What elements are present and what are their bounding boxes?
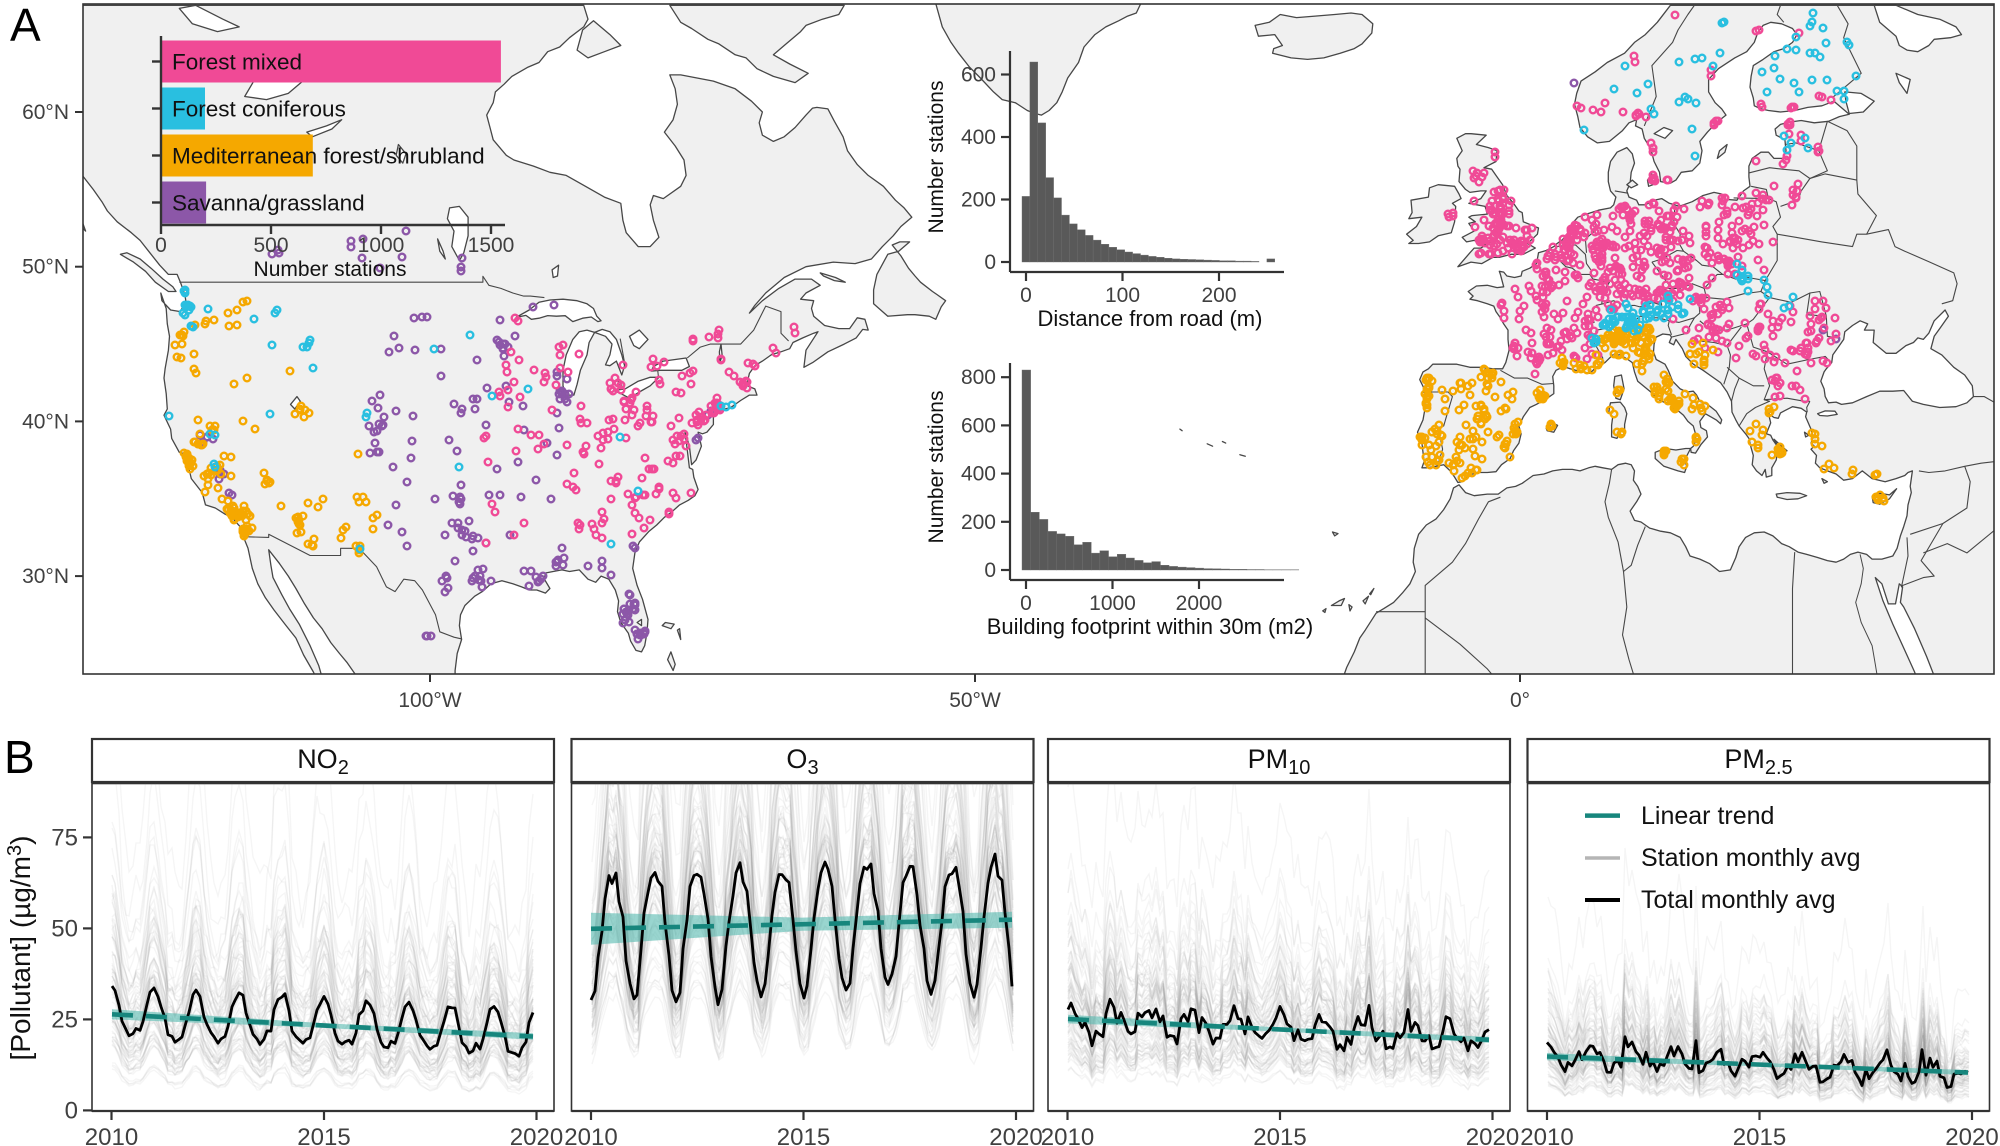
svg-text:2015: 2015 bbox=[777, 1124, 830, 1146]
svg-text:200: 200 bbox=[961, 189, 996, 212]
svg-text:0: 0 bbox=[1020, 284, 1032, 307]
svg-text:2020: 2020 bbox=[1466, 1124, 1519, 1146]
svg-text:Mediterranean forest/shrubland: Mediterranean forest/shrubland bbox=[172, 144, 485, 169]
svg-text:40°N: 40°N bbox=[22, 410, 69, 433]
svg-text:600: 600 bbox=[961, 414, 996, 437]
svg-text:2020: 2020 bbox=[989, 1124, 1042, 1146]
svg-text:50: 50 bbox=[51, 915, 78, 942]
svg-text:75: 75 bbox=[51, 824, 78, 851]
svg-text:30°N: 30°N bbox=[22, 565, 69, 588]
svg-text:0: 0 bbox=[984, 559, 996, 582]
svg-text:2015: 2015 bbox=[297, 1124, 350, 1146]
svg-text:Linear trend: Linear trend bbox=[1641, 802, 1774, 830]
svg-text:2010: 2010 bbox=[564, 1124, 617, 1146]
svg-text:2020: 2020 bbox=[510, 1124, 563, 1146]
svg-text:0: 0 bbox=[1020, 592, 1032, 615]
svg-text:0: 0 bbox=[984, 251, 996, 274]
svg-text:2015: 2015 bbox=[1253, 1124, 1306, 1146]
svg-text:0: 0 bbox=[65, 1097, 78, 1124]
svg-text:600: 600 bbox=[961, 64, 996, 87]
svg-text:50°W: 50°W bbox=[949, 689, 1001, 712]
svg-text:1000: 1000 bbox=[358, 234, 405, 257]
svg-text:Station monthly avg: Station monthly avg bbox=[1641, 844, 1861, 872]
svg-text:400: 400 bbox=[961, 126, 996, 149]
svg-text:1000: 1000 bbox=[1089, 592, 1136, 615]
svg-text:Total monthly avg: Total monthly avg bbox=[1641, 886, 1836, 914]
svg-text:0°: 0° bbox=[1510, 689, 1530, 712]
svg-text:A: A bbox=[10, 0, 41, 51]
svg-text:2015: 2015 bbox=[1733, 1124, 1786, 1146]
svg-text:60°N: 60°N bbox=[22, 101, 69, 124]
svg-text:Number stations: Number stations bbox=[925, 81, 948, 234]
svg-text:200: 200 bbox=[1201, 284, 1236, 307]
svg-text:Forest mixed: Forest mixed bbox=[172, 50, 302, 75]
svg-text:100°W: 100°W bbox=[398, 689, 461, 712]
svg-text:Building footprint within 30m: Building footprint within 30m (m2) bbox=[987, 614, 1313, 639]
svg-text:50°N: 50°N bbox=[22, 256, 69, 279]
svg-text:25: 25 bbox=[51, 1006, 78, 1033]
svg-text:Number stations: Number stations bbox=[925, 391, 948, 544]
svg-text:500: 500 bbox=[253, 234, 288, 257]
svg-text:2020: 2020 bbox=[1945, 1124, 1998, 1146]
svg-text:Savanna/grassland: Savanna/grassland bbox=[172, 191, 365, 216]
svg-text:B: B bbox=[4, 731, 35, 783]
svg-text:400: 400 bbox=[961, 463, 996, 486]
svg-text:Forest coniferous: Forest coniferous bbox=[172, 97, 346, 122]
svg-text:800: 800 bbox=[961, 366, 996, 389]
svg-text:[Pollutant] (µg/m3): [Pollutant] (µg/m3) bbox=[4, 836, 36, 1061]
svg-text:100: 100 bbox=[1105, 284, 1140, 307]
svg-text:0: 0 bbox=[155, 234, 167, 257]
svg-text:200: 200 bbox=[961, 511, 996, 534]
svg-text:Distance from road (m): Distance from road (m) bbox=[1038, 306, 1263, 331]
svg-text:2010: 2010 bbox=[1520, 1124, 1573, 1146]
svg-text:2000: 2000 bbox=[1176, 592, 1223, 615]
svg-text:2010: 2010 bbox=[85, 1124, 138, 1146]
svg-text:2010: 2010 bbox=[1041, 1124, 1094, 1146]
svg-text:1500: 1500 bbox=[468, 234, 515, 257]
svg-text:Number stations: Number stations bbox=[254, 258, 407, 281]
